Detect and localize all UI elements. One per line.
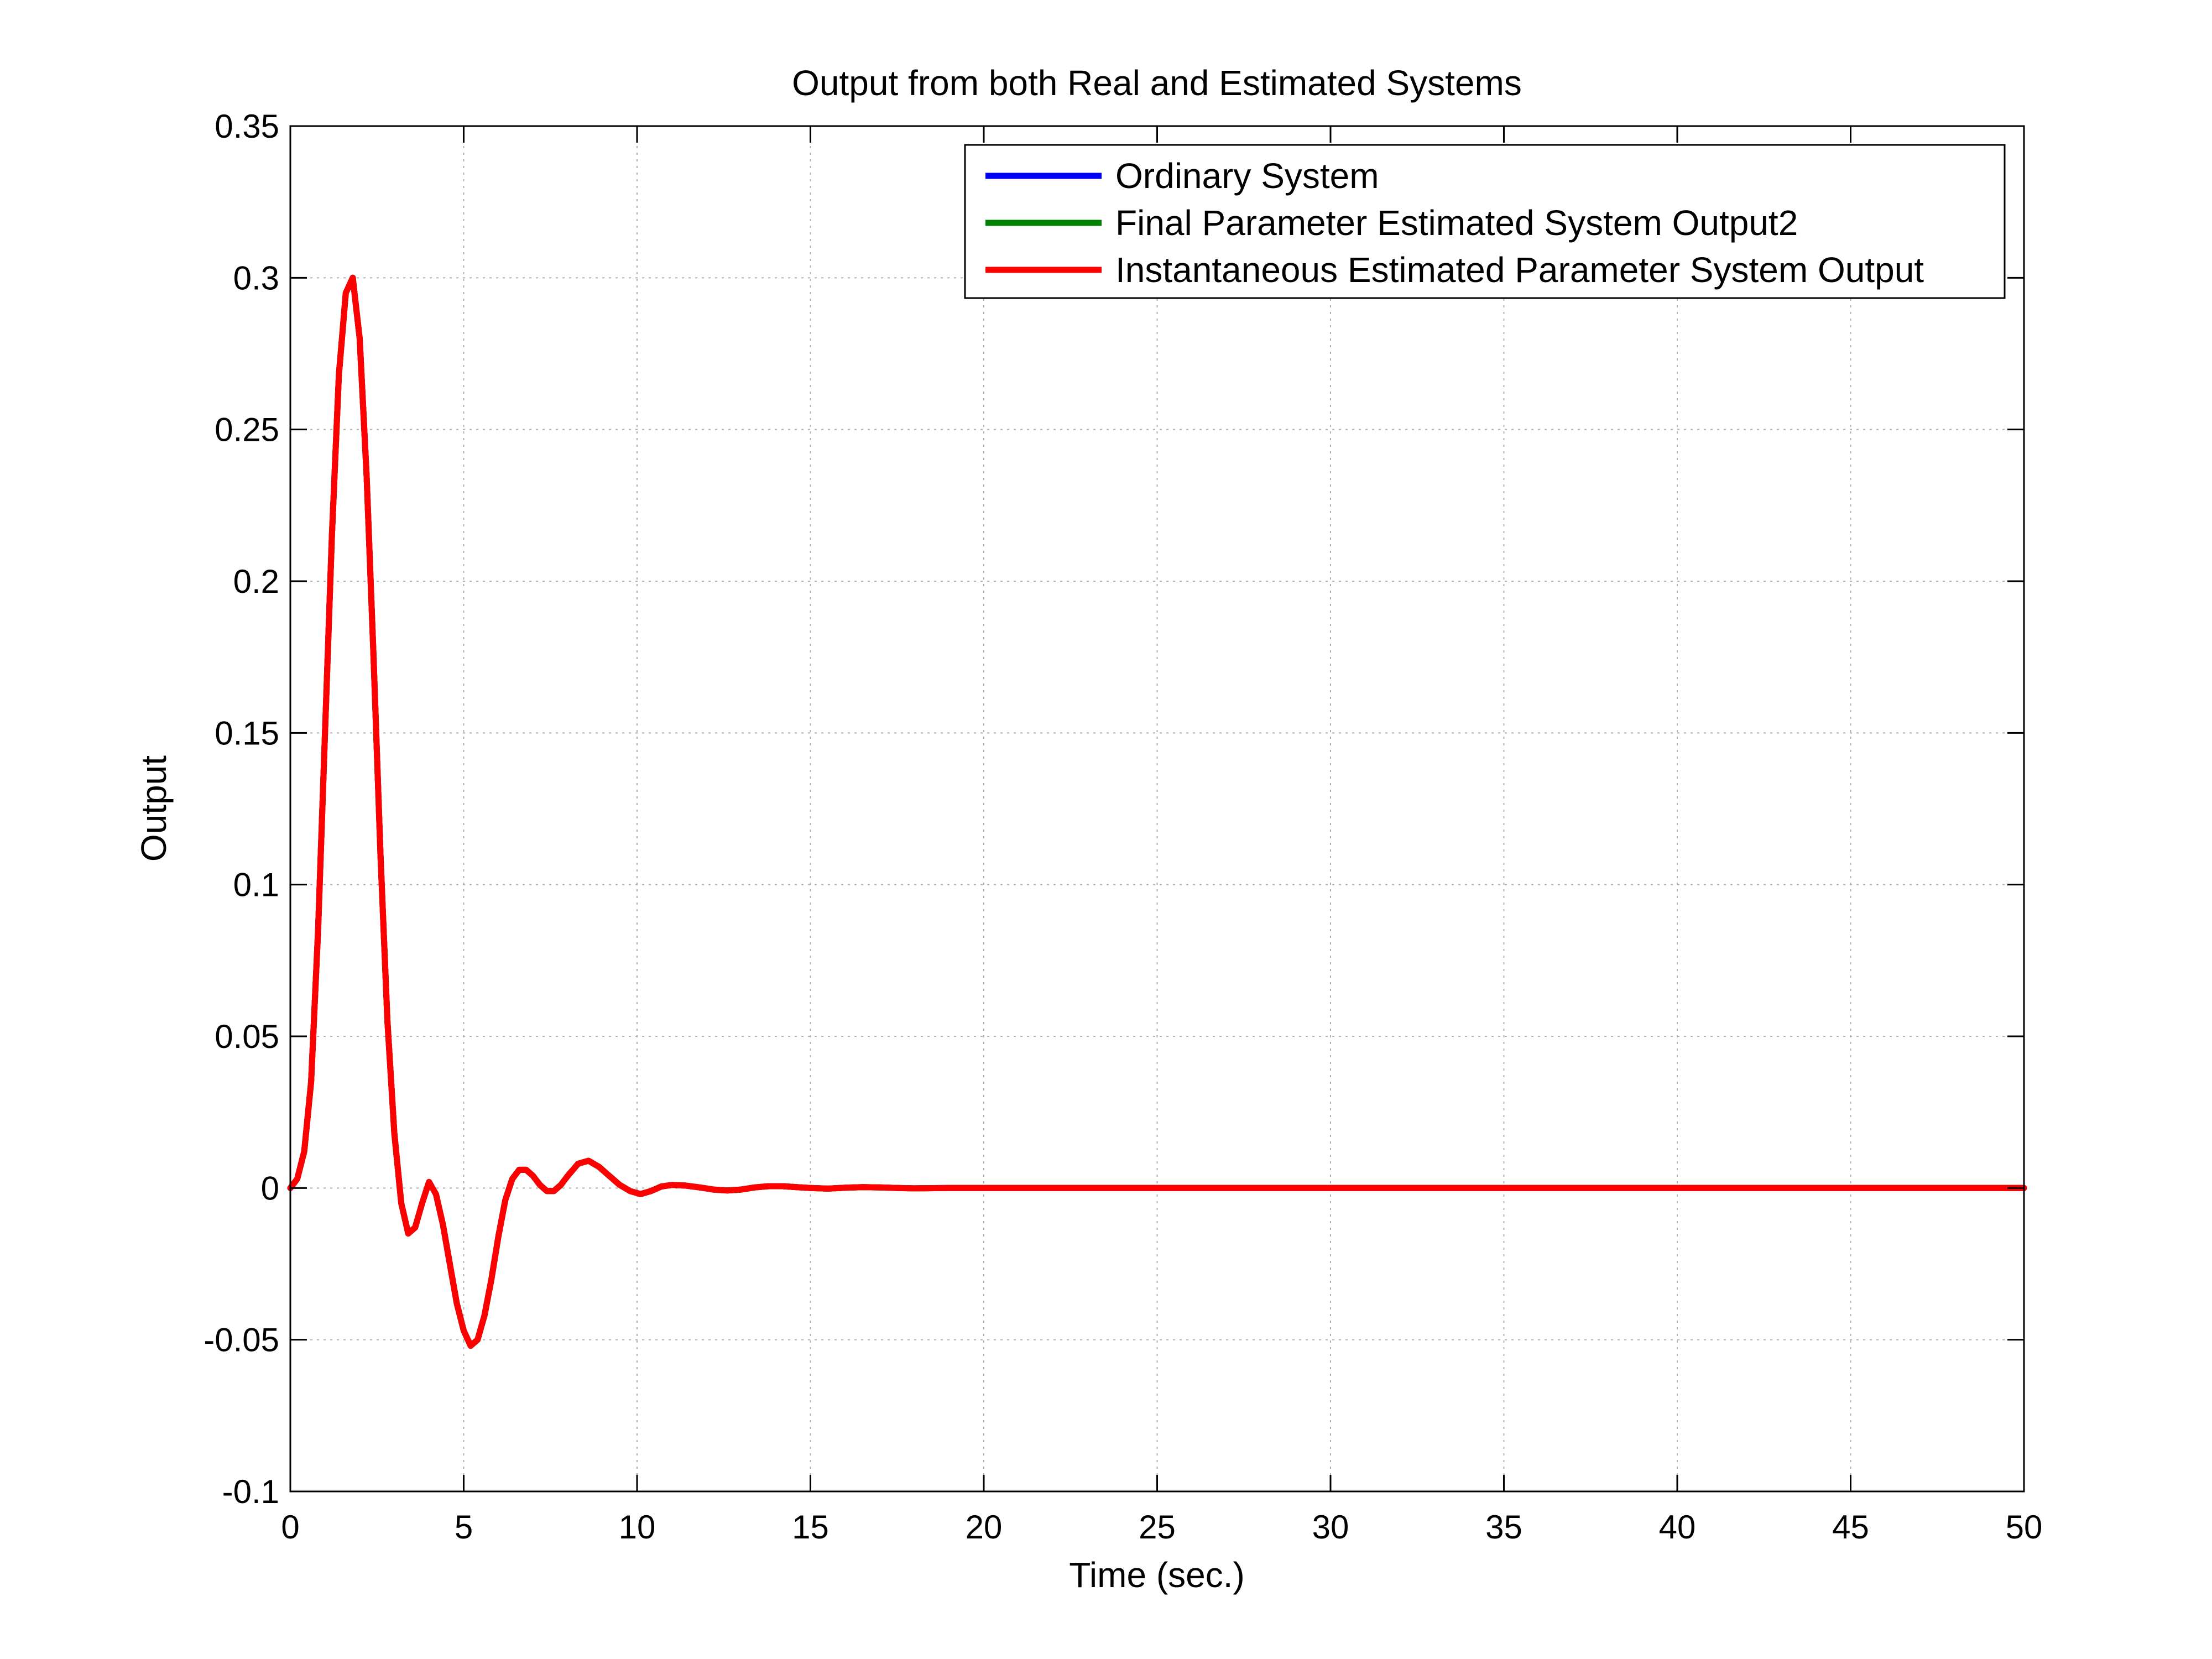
- y-tick-label: 0.25: [215, 411, 279, 448]
- y-axis-label: Output: [134, 755, 174, 862]
- y-tick-label: 0: [261, 1170, 279, 1207]
- y-tick-label: -0.05: [204, 1322, 279, 1359]
- x-tick-label: 20: [966, 1509, 1003, 1546]
- x-tick-label: 45: [1832, 1509, 1869, 1546]
- legend: Ordinary System Final Parameter Estimated…: [964, 144, 2006, 299]
- plot-area: [290, 126, 2024, 1491]
- x-tick-label: 35: [1485, 1509, 1522, 1546]
- y-tick-label: 0.3: [233, 259, 279, 296]
- x-tick-label: 25: [1139, 1509, 1176, 1546]
- legend-box: [964, 144, 2006, 299]
- x-tick-label: 50: [2006, 1509, 2043, 1546]
- x-tick-label: 30: [1312, 1509, 1349, 1546]
- x-tick-label: 5: [455, 1509, 473, 1546]
- legend-label: Instantaneous Estimated Parameter System…: [1115, 250, 1924, 290]
- chart-title: Output from both Real and Estimated Syst…: [792, 63, 1522, 103]
- grid: [290, 126, 2024, 1491]
- series-lines: [287, 274, 2027, 1349]
- axis-ticks: 0 5 10 15 20 25 30 35 40 45 50 -0.1 -0.05 0 0.05 0.1 0.1…: [204, 108, 2042, 1546]
- x-tick-label: 10: [619, 1509, 656, 1546]
- y-tick-label: -0.1: [222, 1473, 279, 1510]
- y-tick-label: 0.1: [233, 867, 279, 904]
- series-line-3: [287, 274, 2027, 1349]
- legend-label: Ordinary System: [1115, 156, 1379, 196]
- y-tick-label: 0.2: [233, 563, 279, 600]
- legend-label: Final Parameter Estimated System Output2: [1115, 203, 1798, 243]
- x-axis-label: Time (sec.): [1069, 1555, 1245, 1595]
- x-tick-label: 40: [1659, 1509, 1696, 1546]
- x-tick-label: 15: [792, 1509, 829, 1546]
- y-tick-label: 0.05: [215, 1018, 279, 1055]
- x-tick-label: 0: [281, 1509, 299, 1546]
- y-tick-label: 0.15: [215, 714, 279, 752]
- y-tick-label: 0.35: [215, 108, 279, 145]
